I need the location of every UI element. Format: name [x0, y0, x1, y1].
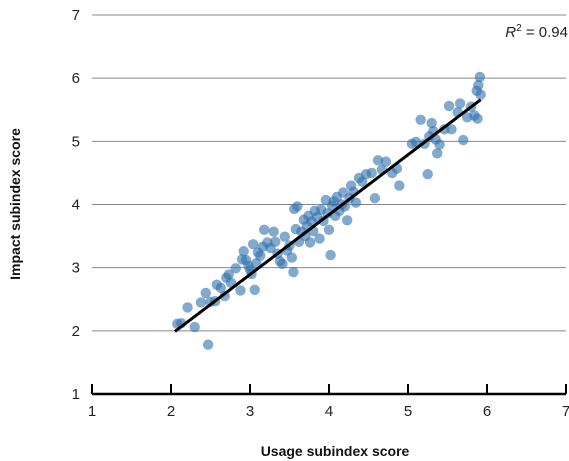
data-point — [432, 148, 443, 159]
x-tick-label: 1 — [88, 403, 96, 420]
data-point — [472, 113, 483, 124]
data-point — [255, 250, 266, 261]
data-point — [189, 321, 200, 333]
y-tick-label: 2 — [72, 323, 80, 340]
data-point — [230, 263, 241, 274]
data-point — [235, 285, 246, 296]
data-point — [443, 100, 455, 112]
y-tick-labels: 1 2 3 4 5 6 7 — [72, 7, 80, 403]
y-tick-label: 3 — [72, 260, 80, 277]
data-point — [474, 71, 486, 83]
data-point — [323, 224, 335, 235]
fit-line-group — [174, 98, 482, 333]
data-point — [325, 249, 336, 261]
data-point — [292, 201, 303, 212]
x-tick-labels: 1 2 3 4 5 6 7 — [88, 403, 569, 420]
x-tick-label: 3 — [246, 403, 254, 420]
data-point — [270, 236, 281, 247]
data-point — [394, 180, 405, 191]
fit-line — [174, 98, 482, 333]
data-point — [369, 192, 381, 204]
y-tick-label: 7 — [72, 7, 80, 24]
y-tick-label: 4 — [72, 197, 80, 214]
x-tick-label: 5 — [404, 403, 412, 420]
x-tick-label: 7 — [562, 403, 569, 420]
data-point — [238, 246, 249, 257]
data-point — [372, 155, 384, 166]
data-point — [458, 134, 469, 146]
data-point — [200, 287, 211, 299]
data-point — [249, 284, 260, 295]
data-point — [426, 117, 437, 129]
data-point — [366, 167, 377, 179]
x-tick-label: 2 — [167, 403, 175, 420]
data-point — [475, 89, 486, 100]
data-point — [195, 297, 207, 308]
data-point — [422, 168, 433, 180]
data-point — [410, 136, 422, 148]
gridlines — [92, 14, 566, 332]
data-point — [341, 215, 353, 226]
data-point — [259, 224, 270, 235]
data-points — [172, 71, 486, 350]
data-point — [380, 156, 392, 167]
x-tick-label: 4 — [325, 403, 333, 420]
data-point — [434, 139, 445, 150]
data-point — [350, 197, 362, 208]
y-tick-label: 6 — [72, 70, 80, 87]
x-tick-label: 6 — [483, 403, 491, 420]
data-point — [277, 258, 288, 270]
y-tick-label: 1 — [72, 386, 80, 403]
data-point — [279, 231, 290, 242]
y-axis-title: Impact subindex score — [7, 128, 23, 280]
r-squared-annotation: R2 = 0.94 — [505, 23, 568, 41]
data-point — [286, 252, 298, 263]
data-point — [304, 237, 316, 248]
data-point — [314, 233, 325, 244]
data-point — [454, 98, 466, 109]
data-point — [202, 339, 214, 350]
data-point — [215, 282, 226, 294]
data-point — [268, 226, 279, 237]
data-point — [473, 79, 484, 91]
data-point — [182, 302, 193, 313]
x-axis-title: Usage subindex score — [261, 443, 410, 459]
data-point — [247, 239, 259, 250]
data-point — [446, 124, 457, 135]
y-tick-label: 5 — [72, 133, 80, 150]
data-point — [288, 266, 299, 278]
data-point — [415, 114, 426, 126]
x-axis — [91, 384, 567, 396]
data-point — [223, 269, 234, 280]
